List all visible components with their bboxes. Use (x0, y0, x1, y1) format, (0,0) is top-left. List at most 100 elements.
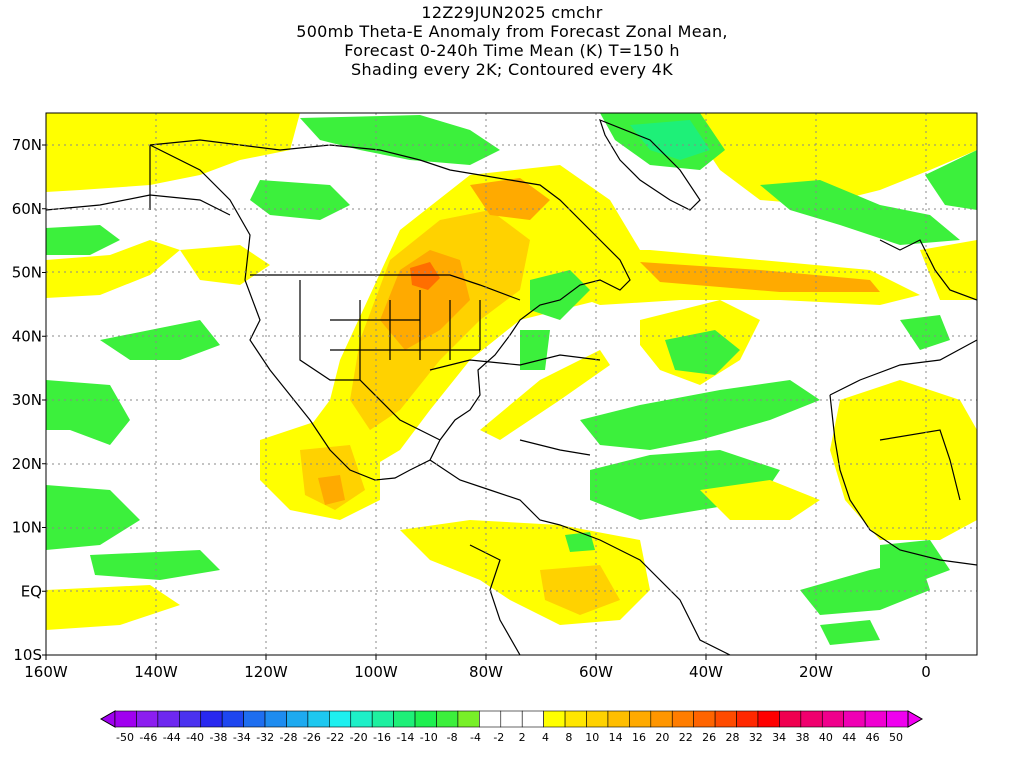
colorbar-box (693, 710, 716, 728)
colorbar-box (286, 710, 309, 728)
y-tick-label: 10S (13, 646, 42, 664)
shade-atlantic-yellow-diag (480, 350, 610, 440)
colorbar-label: 38 (796, 731, 810, 744)
x-tick-label: 20W (799, 663, 833, 681)
colorbar-label: -10 (420, 731, 438, 744)
shade-trop-atl-green-1 (580, 380, 820, 450)
shade-epac-orange (318, 475, 345, 505)
x-tick-label: 0 (921, 663, 931, 681)
shade-carib-gold (540, 565, 620, 615)
title-line-4: Shading every 2K; Contoured every 4K (351, 60, 673, 79)
colorbar-label: 20 (655, 731, 669, 744)
colorbar-box (329, 710, 352, 728)
colorbar-label: 34 (772, 731, 786, 744)
x-tick-label: 60W (579, 663, 613, 681)
colorbar-label: 2 (519, 731, 526, 744)
colorbar-label: -46 (139, 731, 157, 744)
shade-africa-green (880, 540, 950, 585)
colorbar-box (779, 710, 802, 728)
colorbar-box (136, 710, 159, 728)
y-tick-label: 70N (12, 136, 42, 154)
colorbar-label: 8 (565, 731, 572, 744)
colorbar-box (500, 710, 523, 728)
x-tick-label: 140W (134, 663, 178, 681)
colorbar-label: -34 (233, 731, 251, 744)
anomaly-shading (46, 113, 977, 655)
colorbar-box (864, 710, 887, 728)
colorbar-label: -26 (303, 731, 321, 744)
x-tick-label: 160W (24, 663, 68, 681)
colorbar-label: 32 (749, 731, 763, 744)
colorbar-box (307, 710, 330, 728)
colorbar-box (714, 710, 737, 728)
colorbar-box (800, 710, 823, 728)
x-tick-label: 120W (244, 663, 288, 681)
x-tick-label: 40W (689, 663, 723, 681)
colorbar-label: 26 (702, 731, 716, 744)
x-axis-labels: 160W 140W 120W 100W 80W 60W 40W 20W 0 (24, 663, 931, 681)
shade-nw-green (250, 180, 350, 220)
colorbar-box (350, 710, 373, 728)
y-tick-label: 50N (12, 264, 42, 282)
colorbar-max-arrow (907, 710, 924, 728)
colorbar-box (629, 710, 652, 728)
graticule (46, 113, 977, 655)
colorbar-label: -44 (163, 731, 181, 744)
shade-atlantic-orange-band (640, 262, 880, 292)
shade-africa-yellow (830, 380, 977, 540)
colorbar-label: 14 (609, 731, 623, 744)
shade-pacific-yellow-band (46, 240, 180, 298)
title-line-3: Forecast 0-240h Time Mean (K) T=150 h (344, 41, 680, 60)
colorbar-label: -8 (447, 731, 458, 744)
shade-pacific-green-north (46, 225, 120, 255)
colorbar-box (607, 710, 630, 728)
y-tick-label: 60N (12, 200, 42, 218)
shade-trop-atl-yellow (700, 480, 820, 520)
shade-pacific-yellow-south (46, 585, 180, 630)
colorbar-box (221, 710, 244, 728)
colorbar-box (114, 710, 137, 728)
colorbar-box (371, 710, 394, 728)
colorbar-label: 22 (679, 731, 693, 744)
y-tick-label: 20N (12, 455, 42, 473)
colorbar-box (821, 710, 845, 728)
title-line-2: 500mb Theta-E Anomaly from Forecast Zona… (296, 22, 728, 41)
colorbar-label: -32 (256, 731, 274, 744)
colorbar-box (157, 710, 180, 728)
colorbar-box (650, 710, 673, 728)
x-tick-label: 100W (354, 663, 398, 681)
colorbar-box (586, 710, 609, 728)
shade-greenland-green (630, 120, 710, 160)
axis-ticks (42, 144, 927, 660)
colorbar-label: 4 (542, 731, 549, 744)
shade-arctic-yellow-west (46, 113, 300, 192)
colorbar-label: 28 (725, 731, 739, 744)
colorbar-box (564, 710, 587, 728)
shade-trop-atl-green-sw (820, 620, 880, 645)
colorbar-label: 10 (585, 731, 599, 744)
shade-atlantic-green-north (760, 180, 960, 245)
colorbar-box (886, 710, 909, 728)
plot-title: 12Z29JUN2025 cmchr 500mb Theta-E Anomaly… (0, 3, 1024, 79)
colorbar-label: -50 (116, 731, 134, 744)
colorbar-box (479, 710, 502, 728)
colorbar-box (436, 710, 459, 728)
colorbar-label: -16 (373, 731, 391, 744)
colorbar-box (521, 710, 544, 728)
colorbar-label: 46 (866, 731, 880, 744)
y-tick-label: EQ (21, 582, 42, 600)
colorbar-label: -38 (209, 731, 227, 744)
colorbar-label: -20 (350, 731, 368, 744)
shade-coastal-green (520, 330, 550, 370)
x-tick-label: 80W (469, 663, 503, 681)
colorbar-label: -2 (493, 731, 504, 744)
shade-pacific-green-mid (100, 320, 220, 360)
colorbar-label: -22 (326, 731, 344, 744)
colorbar-label: -40 (186, 731, 204, 744)
colorbar-labels: -50 -46 -44 -40 -38 -34 -32 -28 -26 -22 -20 -16 -14-… (116, 731, 903, 744)
colorbar-label: -28 (280, 731, 298, 744)
shade-arctic-yellow-east (700, 113, 977, 205)
shade-europe-green (925, 150, 977, 210)
colorbar-label: 40 (819, 731, 833, 744)
shade-europe-yellow (920, 240, 977, 300)
